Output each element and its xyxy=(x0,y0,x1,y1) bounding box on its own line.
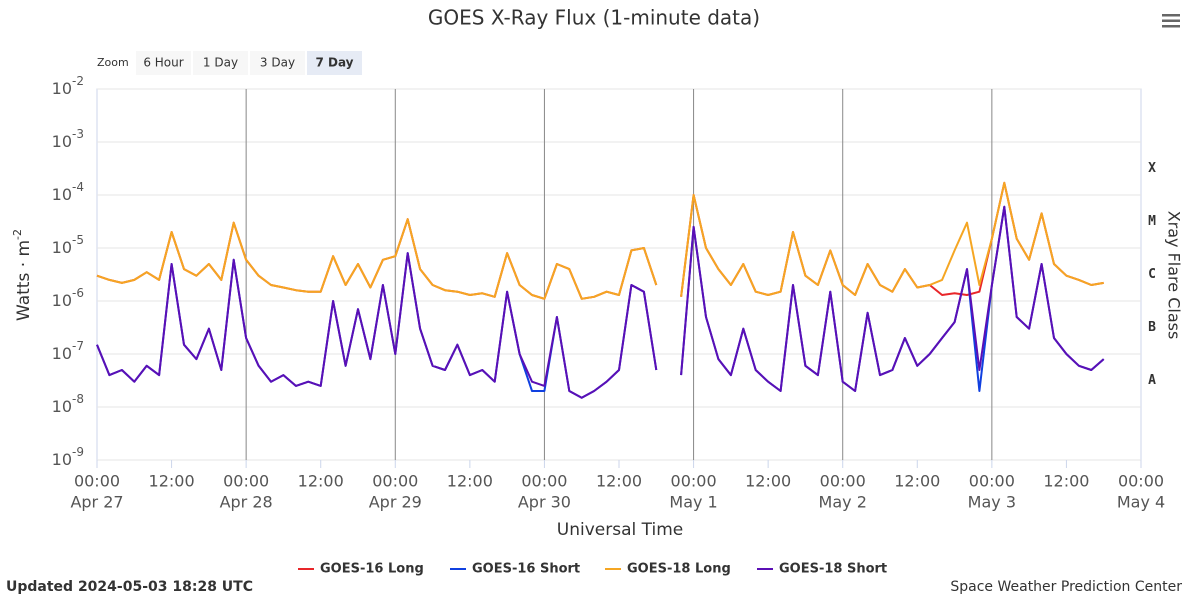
x-tick-label: 00:00 xyxy=(1118,472,1164,491)
series-line xyxy=(96,205,1105,399)
y-tick-label: 10-5 xyxy=(52,233,84,257)
y-tick-label: 10-7 xyxy=(52,339,84,363)
zoom-button-bg xyxy=(250,51,305,75)
legend-label: GOES-16 Long xyxy=(320,562,424,577)
y-tick-exp: -7 xyxy=(72,339,84,353)
flare-class-label: X xyxy=(1148,161,1156,176)
menu-icon[interactable] xyxy=(1162,14,1180,28)
x-axis-label: Universal Time xyxy=(557,520,683,540)
y-tick-base: 10 xyxy=(52,132,72,151)
y-tick-exp: -5 xyxy=(72,233,84,247)
zoom-button-label: 7 Day xyxy=(315,56,353,70)
x-tick-date: May 4 xyxy=(1117,493,1165,512)
x-tick-label: 12:00 xyxy=(894,472,940,491)
zoom-button-label: 6 Hour xyxy=(143,56,183,70)
x-tick-label: 12:00 xyxy=(298,472,344,491)
y-tick-exp: -9 xyxy=(72,445,84,459)
legend-label: GOES-18 Short xyxy=(779,562,887,577)
zoom-button[interactable]: 6 Hour xyxy=(136,51,191,75)
y-tick-base: 10 xyxy=(52,238,72,257)
x-tick-label: 12:00 xyxy=(596,472,642,491)
zoom-button-label: 3 Day xyxy=(260,56,295,70)
legend-label: GOES-16 Short xyxy=(472,562,580,577)
legend-item[interactable]: GOES-16 Short xyxy=(450,562,580,577)
x-tick-date: May 1 xyxy=(669,493,717,512)
y-axis-label: Watts · m-2 xyxy=(11,229,34,321)
y-tick-label: 10-9 xyxy=(52,445,84,469)
x-tick-label: 00:00 xyxy=(372,472,418,491)
x-tick-label: 00:00 xyxy=(671,472,717,491)
x-tick-label: 12:00 xyxy=(447,472,493,491)
zoom-button-bg xyxy=(136,51,191,75)
footer-updated: Updated 2024-05-03 18:28 UTC xyxy=(6,579,253,595)
y-tick-label: 10-2 xyxy=(52,74,84,98)
y-tick-exp: -8 xyxy=(72,392,84,406)
legend-label: GOES-18 Long xyxy=(627,562,731,577)
zoom-button[interactable]: 7 Day xyxy=(307,51,362,75)
x-tick-date: Apr 30 xyxy=(518,493,571,512)
x-tick-label: 00:00 xyxy=(223,472,269,491)
x-tick-label: 00:00 xyxy=(820,472,866,491)
zoom-button-label: 1 Day xyxy=(203,56,238,70)
y-tick-exp: -2 xyxy=(72,74,84,88)
y-tick-exp: -3 xyxy=(72,127,84,141)
x-tick-date: Apr 27 xyxy=(70,493,123,512)
x-tick-label: 12:00 xyxy=(149,472,195,491)
footer-credit: Space Weather Prediction Center xyxy=(950,579,1182,595)
legend-item[interactable]: GOES-18 Short xyxy=(757,562,887,577)
series-line xyxy=(96,181,1104,300)
zoom-button[interactable]: 3 Day xyxy=(250,51,305,75)
x-tick-label: 12:00 xyxy=(745,472,791,491)
y-tick-base: 10 xyxy=(52,397,72,416)
y-tick-label: 10-6 xyxy=(52,286,84,310)
y-tick-exp: -6 xyxy=(72,286,84,300)
series-line xyxy=(96,181,1104,300)
flare-class-label: A xyxy=(1148,373,1156,388)
legend-item[interactable]: GOES-16 Long xyxy=(298,562,424,577)
flare-class-label: M xyxy=(1148,214,1156,229)
y-tick-label: 10-8 xyxy=(52,392,84,416)
zoom-button-bg xyxy=(307,51,362,75)
legend-item[interactable]: GOES-18 Long xyxy=(605,562,731,577)
y-tick-base: 10 xyxy=(52,450,72,469)
x-tick-label: 00:00 xyxy=(521,472,567,491)
x-tick-date: May 3 xyxy=(968,493,1016,512)
zoom-button[interactable]: 1 Day xyxy=(193,51,248,75)
x-tick-label: 12:00 xyxy=(1043,472,1089,491)
y2-axis-label: Xray Flare Class xyxy=(1165,211,1184,340)
y-tick-base: 10 xyxy=(52,291,72,310)
y-tick-base: 10 xyxy=(52,79,72,98)
y-tick-base: 10 xyxy=(52,344,72,363)
y-tick-exp: -4 xyxy=(72,180,84,194)
y-tick-base: 10 xyxy=(52,185,72,204)
x-tick-date: May 2 xyxy=(819,493,867,512)
flare-class-label: B xyxy=(1148,320,1156,335)
y-tick-label: 10-3 xyxy=(52,127,84,151)
x-tick-date: Apr 28 xyxy=(220,493,273,512)
chart-title: GOES X-Ray Flux (1-minute data) xyxy=(428,6,760,30)
y-axis-label-text: Watts · m xyxy=(14,240,34,321)
y-tick-label: 10-4 xyxy=(52,180,84,204)
series-line xyxy=(96,205,1105,399)
x-tick-label: 00:00 xyxy=(74,472,120,491)
zoom-label: Zoom xyxy=(97,56,129,69)
flare-class-label: C xyxy=(1148,267,1156,282)
zoom-button-bg xyxy=(193,51,248,75)
x-tick-label: 00:00 xyxy=(969,472,1015,491)
x-tick-date: Apr 29 xyxy=(369,493,422,512)
y-axis-label-exp: -2 xyxy=(11,229,24,240)
